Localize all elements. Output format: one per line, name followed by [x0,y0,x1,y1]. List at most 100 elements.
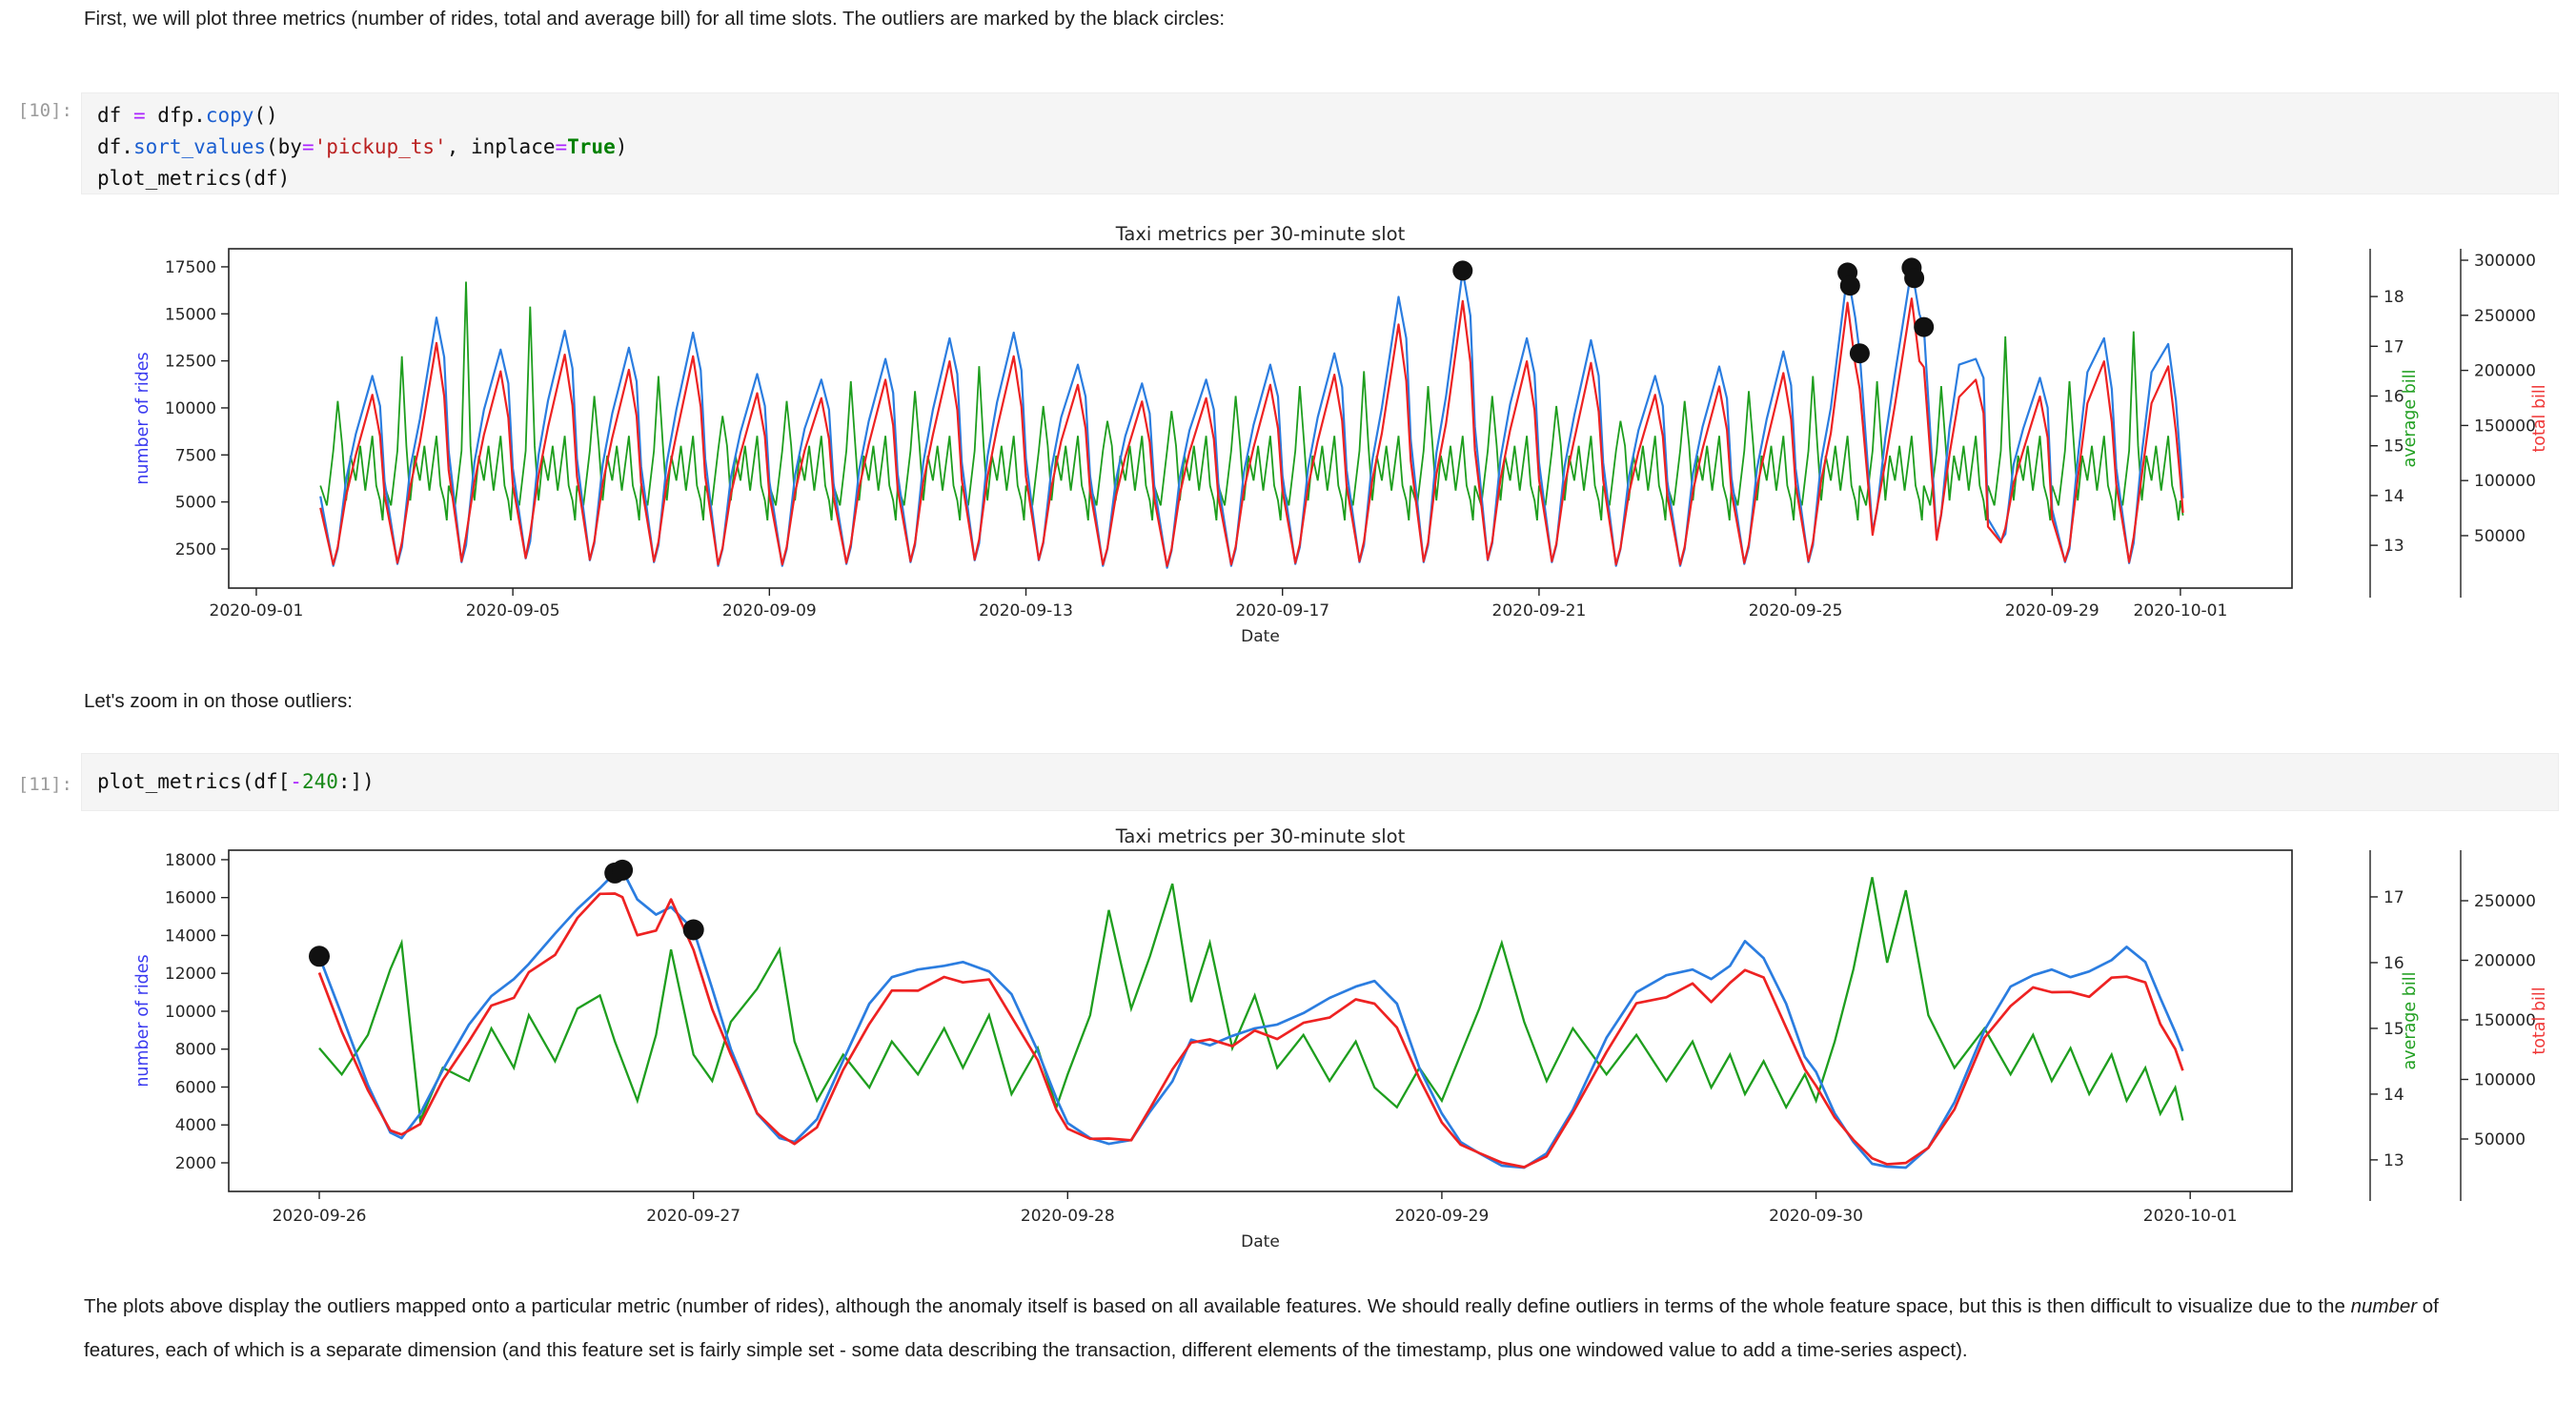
avg-tick-label: 17 [2383,888,2404,907]
cell-10-source[interactable]: df = dfp.copy() df.sort_values(by='pickup… [82,93,2558,194]
avg-tick-label: 16 [2383,954,2404,973]
markdown-intro-text: First, we will plot three metrics (numbe… [84,8,1226,30]
x-tick-label: 2020-09-01 [210,601,304,620]
chart-all-slots: Taxi metrics per 30-minute slot Date 2020-… [133,223,2549,646]
rides-tick-label: 12000 [165,965,216,984]
code-line[interactable]: df.sort_values(by='pickup_ts', inplace=T… [97,135,628,158]
markdown-cell-intro: First, we will plot three metrics (numbe… [84,8,1225,31]
cell-10-prompt: [10]: [17,100,72,121]
avg-tick-label: 13 [2383,537,2404,556]
x-tick-label: 2020-09-29 [2005,601,2099,620]
rides-tick-label: 16000 [165,889,216,908]
x-tick-label: 2020-09-29 [1395,1207,1490,1226]
discussion-text-2: of features, each of which is a separate… [84,1295,2439,1361]
code-line[interactable]: df = dfp.copy() [97,104,278,127]
total-tick-label: 250000 [2474,892,2536,911]
total-tick-label: 50000 [2474,527,2525,546]
rides-tick-label: 2000 [175,1154,216,1173]
x-axis-label: Date [1241,1232,1280,1251]
rides-tick-label: 10000 [165,1003,216,1022]
chart-title: Taxi metrics per 30-minute slot [1115,223,1406,245]
x-tick-label: 2020-10-01 [2134,601,2228,620]
outlier-marker [1914,316,1935,337]
code-line[interactable]: plot_metrics(df) [97,167,291,190]
avg-tick-label: 16 [2383,388,2404,407]
discussion-text-1: The plots above display the outliers map… [84,1295,2351,1317]
outlier-marker [682,919,704,941]
rides-tick-label: 2500 [175,540,216,559]
avg-tick-label: 15 [2383,437,2404,457]
num-rides-line [319,266,2184,569]
avg-axis-label: average bill [2401,370,2420,468]
x-axis-label: Date [1241,627,1280,646]
x-tick-label: 2020-09-17 [1235,601,1329,620]
outlier-marker [612,859,634,881]
total-tick-label: 250000 [2474,307,2536,326]
markdown-cell-discussion: The plots above display the outliers map… [84,1285,2495,1373]
total-bill-line [319,297,2184,568]
plot-border [228,849,2293,1192]
outlier-marker [1904,268,1925,289]
plot-border [228,248,2293,589]
outlier-marker [309,946,330,967]
avg-bill-line [319,281,2184,521]
x-tick-label: 2020-09-25 [1749,601,1843,620]
total-bill-line [317,892,2184,1169]
chart-zoomed-outliers: Taxi metrics per 30-minute slot Date 2020-… [133,825,2549,1251]
total-tick-label: 150000 [2474,1011,2536,1030]
total-tick-label: 150000 [2474,417,2536,436]
rides-tick-label: 5000 [175,494,216,513]
avg-tick-label: 17 [2383,337,2404,356]
rides-axis-label: number of rides [133,352,152,484]
outlier-marker [604,862,626,884]
rides-tick-label: 4000 [175,1116,216,1135]
x-tick-label: 2020-09-09 [722,601,817,620]
x-tick-label: 2020-10-01 [2143,1207,2238,1226]
total-tick-label: 50000 [2474,1130,2525,1149]
outlier-marker [1901,257,1922,278]
cell-11-source[interactable]: plot_metrics(df[-240:]) [82,754,2558,798]
x-tick-label: 2020-09-27 [646,1207,740,1226]
rides-tick-label: 12500 [165,353,216,372]
total-tick-label: 200000 [2474,952,2536,971]
cell-11-input[interactable]: plot_metrics(df[-240:]) [81,753,2559,811]
rides-tick-label: 17500 [165,258,216,277]
x-tick-label: 2020-09-05 [466,601,560,620]
avg-bill-line [318,877,2184,1126]
rides-tick-label: 15000 [165,305,216,324]
avg-axis-label: average bill [2401,972,2420,1070]
chart-title: Taxi metrics per 30-minute slot [1115,825,1406,847]
total-axis-label: total bill [2530,384,2549,452]
avg-tick-label: 13 [2383,1151,2404,1170]
x-tick-label: 2020-09-21 [1492,601,1587,620]
total-tick-label: 200000 [2474,362,2536,381]
outlier-marker [1849,343,1870,364]
total-tick-label: 100000 [2474,472,2536,491]
rides-tick-label: 8000 [175,1041,216,1060]
x-tick-label: 2020-09-30 [1769,1207,1863,1226]
cell-11-prompt: [11]: [17,774,72,795]
rides-tick-label: 18000 [165,851,216,870]
outlier-marker [1452,260,1473,281]
rides-tick-label: 6000 [175,1078,216,1097]
avg-tick-label: 18 [2383,288,2404,307]
num-rides-line [317,868,2184,1170]
outlier-marker [1839,275,1860,296]
cell-10-input[interactable]: df = dfp.copy() df.sort_values(by='pickup… [81,92,2559,194]
x-tick-label: 2020-09-28 [1021,1207,1115,1226]
rides-axis-label: number of rides [133,954,152,1087]
discussion-italic-number: number [2350,1295,2418,1317]
x-tick-label: 2020-09-26 [273,1207,367,1226]
avg-tick-label: 15 [2383,1020,2404,1039]
rides-tick-label: 10000 [165,399,216,418]
avg-tick-label: 14 [2383,1086,2404,1105]
avg-tick-label: 14 [2383,487,2404,506]
code-line[interactable]: plot_metrics(df[-240:]) [97,770,375,793]
markdown-zoom-text: Let's zoom in on those outliers: [84,690,353,712]
outlier-marker [1837,262,1858,283]
total-axis-label: total bill [2530,987,2549,1054]
x-tick-label: 2020-09-13 [979,601,1073,620]
rides-tick-label: 14000 [165,926,216,946]
